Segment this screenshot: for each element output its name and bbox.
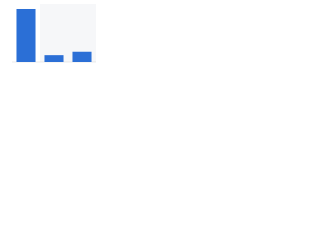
bar [72,51,92,62]
bar [44,55,64,62]
chart [0,0,100,71]
bar [16,8,36,63]
page: (() => { const data = JSON.parse(documen… [0,0,100,71]
